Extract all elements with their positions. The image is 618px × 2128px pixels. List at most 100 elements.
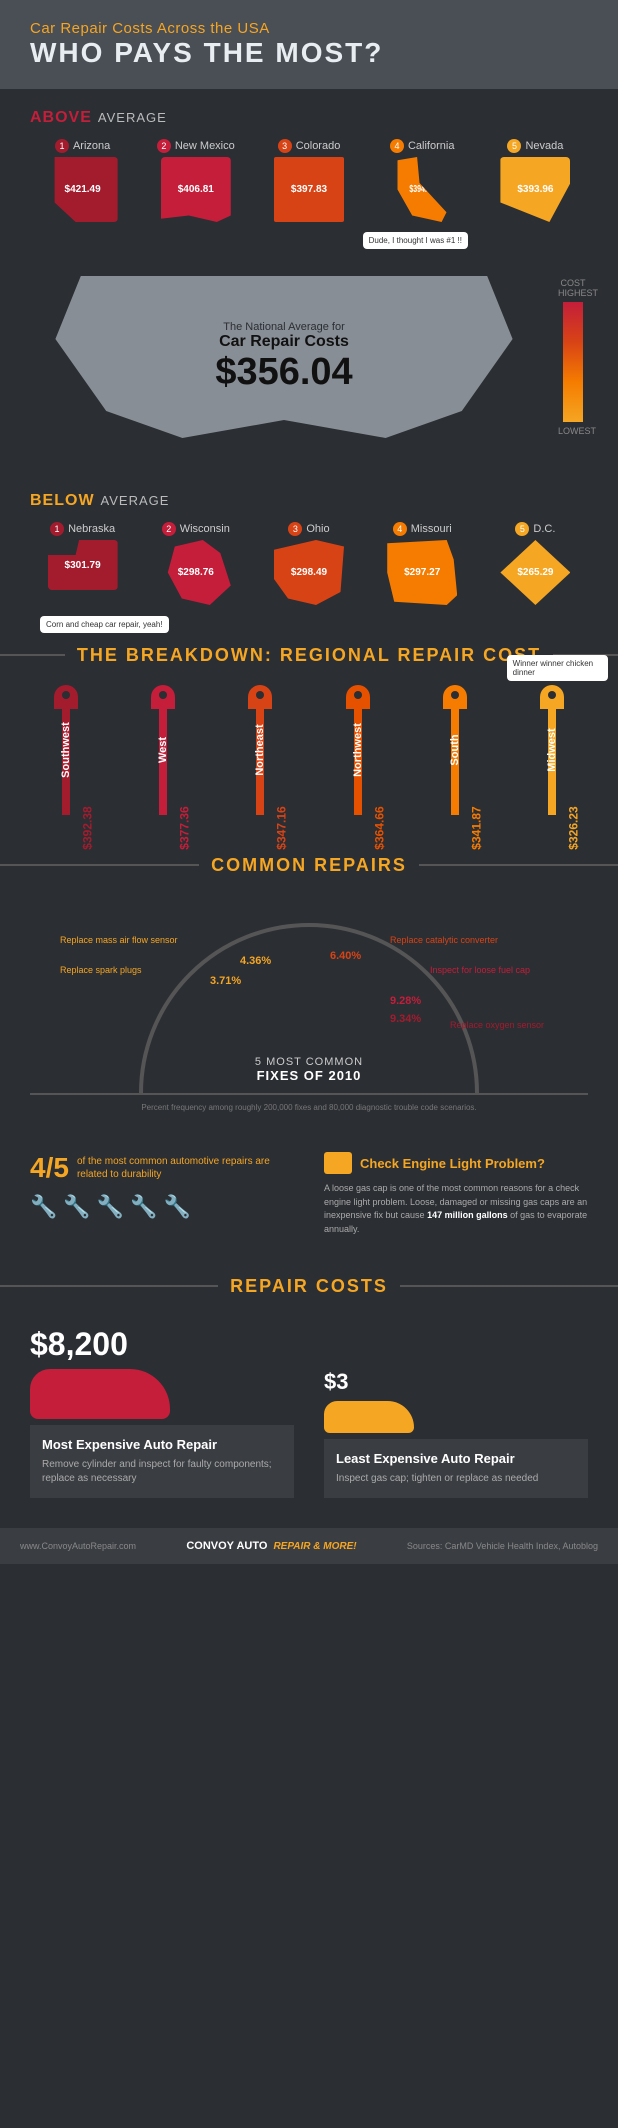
state-item: 5 D.C. $265.29	[483, 522, 588, 605]
winner-speech-bubble: Winner winner chicken dinner	[507, 655, 608, 681]
durability-fraction: 4/5	[30, 1152, 69, 1184]
below-label: BELOW	[30, 492, 95, 510]
divider-repair-costs: REPAIR COSTS	[0, 1266, 618, 1306]
national-average-section: The National Average for Car Repair Cost…	[0, 242, 618, 472]
fix-percent: 9.34%	[390, 1013, 421, 1025]
state-name: Ohio	[306, 523, 329, 535]
state-cost: $265.29	[517, 567, 553, 578]
wrench-cost: $364.66	[372, 806, 386, 849]
rank-badge: 5	[515, 522, 529, 536]
state-cost: $298.76	[178, 567, 214, 578]
state-item: 3 Ohio $298.49	[256, 522, 361, 605]
least-title: Least Expensive Auto Repair	[336, 1451, 576, 1466]
mini-wrench-icon: 🔧	[164, 1194, 191, 1220]
state-cost: $397.83	[291, 184, 327, 195]
engine-icon	[324, 1152, 352, 1174]
national-line2: Car Repair Costs	[219, 333, 349, 351]
state-shape-icon: $406.81	[161, 157, 231, 222]
wrench-icon: West	[151, 685, 175, 815]
state-item: 5 Nevada $393.96	[483, 139, 588, 222]
repair-costs-title: REPAIR COSTS	[230, 1276, 388, 1297]
wrench-region: Midwest	[546, 728, 558, 771]
scale-high: HIGHEST	[558, 288, 588, 298]
durability-fact: 4/5 of the most common automotive repair…	[30, 1152, 294, 1236]
footer-sources: Sources: CarMD Vehicle Health Index, Aut…	[407, 1541, 598, 1551]
state-rank: 4 Missouri	[393, 522, 452, 536]
state-shape-icon: $301.79	[48, 540, 118, 590]
engine-body: A loose gas cap is one of the most commo…	[324, 1182, 588, 1236]
state-shape-icon: $393.96	[500, 157, 570, 222]
national-amount: $356.04	[215, 351, 352, 394]
state-item: 1 Arizona $421.49	[30, 139, 135, 222]
state-shape-icon: $297.27	[387, 540, 457, 605]
state-name: Missouri	[411, 523, 452, 535]
state-item: 2 New Mexico $406.81	[143, 139, 248, 222]
rank-badge: 3	[288, 522, 302, 536]
rank-badge: 1	[50, 522, 64, 536]
wrench-item: Southwest $392.38	[20, 685, 111, 815]
state-cost: $301.79	[65, 560, 101, 571]
gauge-section: 5 MOST COMMON FIXES OF 2010 Replace spar…	[0, 895, 618, 1132]
wrench-region: West	[157, 737, 169, 763]
wrench-icon: Midwest	[540, 685, 564, 815]
rank-badge: 2	[157, 139, 171, 153]
state-name: Nebraska	[68, 523, 115, 535]
mini-wrench-row: 🔧🔧🔧🔧🔧	[30, 1194, 294, 1220]
state-rank: 5 D.C.	[515, 522, 555, 536]
wrench-item: Northeast $347.16	[215, 685, 306, 815]
fix-label: Replace oxygen sensor	[450, 1020, 544, 1030]
rank-badge: 1	[55, 139, 69, 153]
wrench-region: Northwest	[352, 723, 364, 777]
gauge-title-a: 5 MOST COMMON	[255, 1056, 363, 1068]
most-expensive-card: $8,200 Most Expensive Auto Repair Remove…	[30, 1326, 294, 1498]
wrench-icon: Southwest	[54, 685, 78, 815]
above-label-sub: AVERAGE	[98, 110, 167, 125]
brand-name: CONVOY AUTO	[186, 1540, 267, 1552]
subtitle: Car Repair Costs Across the USA	[30, 20, 588, 37]
title: WHO PAYS THE MOST?	[30, 37, 588, 69]
california-speech-bubble: Dude, I thought I was #1 !!	[363, 232, 468, 249]
state-name: California	[408, 140, 454, 152]
least-body: Inspect gas cap; tighten or replace as n…	[336, 1472, 576, 1486]
mini-wrench-icon: 🔧	[97, 1194, 124, 1220]
state-item: 3 Colorado $397.83	[256, 139, 361, 222]
wrench-item: West $377.36	[117, 685, 208, 815]
state-item: 4 California $394.49	[370, 139, 475, 222]
gauge-fineprint: Percent frequency among roughly 200,000 …	[30, 1103, 588, 1112]
wrench-icon: Northeast	[248, 685, 272, 815]
below-average-section: BELOW AVERAGE 1 Nebraska $301.79 2 Wisco…	[0, 472, 618, 625]
state-rank: 2 New Mexico	[157, 139, 235, 153]
car-icon-large	[30, 1369, 170, 1419]
wrench-region: Southwest	[60, 722, 72, 778]
gauge-chart: 5 MOST COMMON FIXES OF 2010 Replace spar…	[30, 895, 588, 1095]
above-average-section: ABOVE AVERAGE 1 Arizona $421.49 2 New Me…	[0, 89, 618, 242]
footer-brand: CONVOY AUTO REPAIR & MORE!	[186, 1540, 356, 1552]
scale-title: COST	[558, 278, 588, 288]
state-shape-icon: $298.76	[161, 540, 231, 605]
state-rank: 3 Ohio	[288, 522, 329, 536]
state-shape-icon: $397.83	[274, 157, 344, 222]
fix-percent: 6.40%	[330, 950, 361, 962]
fix-label: Replace spark plugs	[60, 965, 142, 975]
page-footer: www.ConvoyAutoRepair.com CONVOY AUTO REP…	[0, 1528, 618, 1564]
gauge-title-b: FIXES OF 2010	[255, 1068, 363, 1083]
state-shape-icon: $394.49	[398, 157, 447, 222]
car-icon-small	[324, 1401, 414, 1433]
state-cost: $297.27	[404, 567, 440, 578]
state-rank: 2 Wisconsin	[162, 522, 230, 536]
mini-wrench-icon: 🔧	[30, 1194, 57, 1220]
wrench-item: Northwest $364.66	[312, 685, 403, 815]
most-title: Most Expensive Auto Repair	[42, 1437, 282, 1452]
state-shape-icon: $298.49	[274, 540, 344, 605]
common-title: COMMON REPAIRS	[211, 855, 407, 876]
state-cost: $394.49	[410, 184, 435, 195]
fix-percent: 4.36%	[240, 955, 271, 967]
least-price: $3	[324, 1369, 588, 1395]
state-name: Arizona	[73, 140, 110, 152]
state-item: 2 Wisconsin $298.76	[143, 522, 248, 605]
wrench-icon: Northwest	[346, 685, 370, 815]
divider-common: COMMON REPAIRS	[0, 845, 618, 885]
facts-row: 4/5 of the most common automotive repair…	[0, 1132, 618, 1256]
wrench-cost: $377.36	[178, 806, 192, 849]
state-cost: $393.96	[517, 184, 553, 195]
